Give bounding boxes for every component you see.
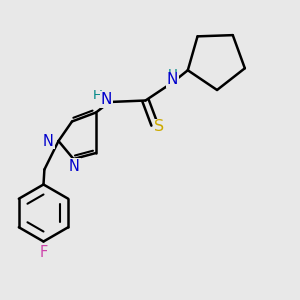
Text: N: N <box>101 92 112 107</box>
Text: N: N <box>167 72 178 87</box>
Text: H: H <box>93 89 103 102</box>
Text: N: N <box>43 134 54 148</box>
Text: S: S <box>154 119 164 134</box>
Text: F: F <box>39 245 48 260</box>
Text: N: N <box>69 159 80 174</box>
Text: H: H <box>168 68 177 81</box>
